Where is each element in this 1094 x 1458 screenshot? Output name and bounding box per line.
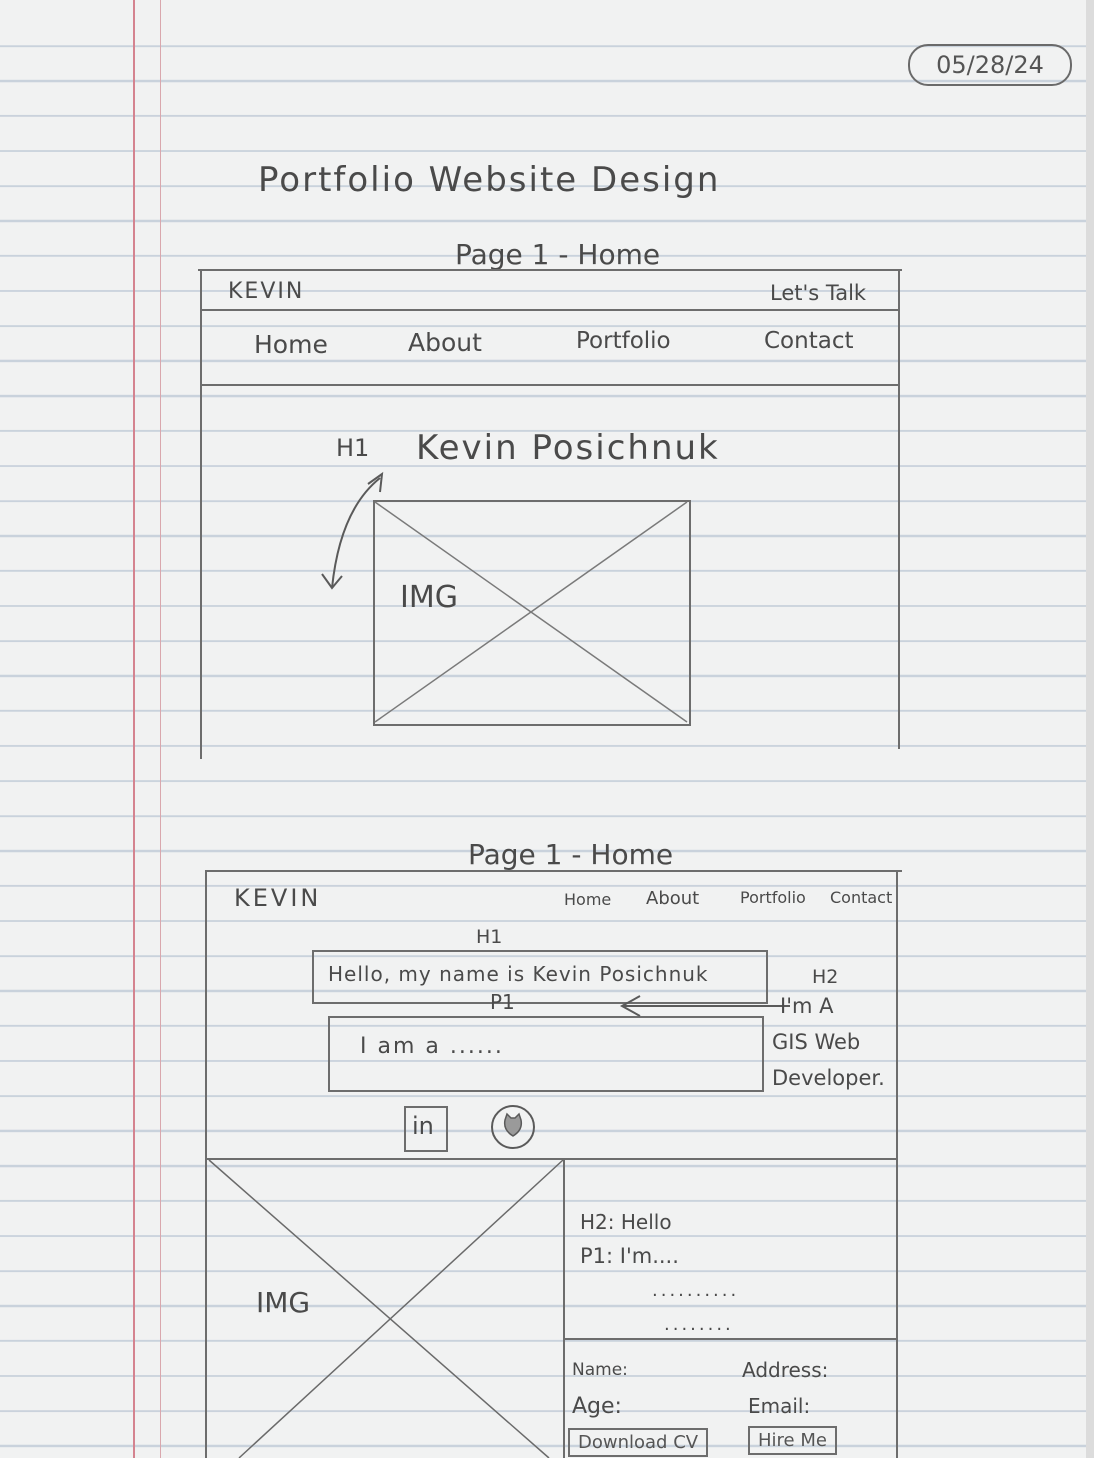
sketch2-info-name: Name: — [572, 1360, 628, 1380]
sketch1-image-placeholder — [373, 500, 691, 726]
sketch2-h2-tag: H2 — [812, 966, 839, 988]
sketch2-section-divider — [207, 1158, 898, 1160]
margin-line — [133, 0, 135, 1458]
sketch1-nav-home: Home — [254, 330, 328, 359]
sketch2-h2-line2: GIS Web — [772, 1030, 861, 1054]
sketch2-h1-text: Hello, my name is Kevin Posichnuk — [328, 962, 709, 986]
sketch2-p1-text: I am a ...... — [360, 1034, 504, 1059]
sketch1-h1-tag: H1 — [336, 434, 370, 462]
sketch1-nav-divider — [200, 384, 900, 386]
sketch2-top-border — [205, 870, 902, 872]
sketch2-h2-arrow — [619, 995, 790, 1017]
sketch2-nav-portfolio: Portfolio — [740, 888, 806, 907]
sketch2-h1-tag: H1 — [476, 926, 503, 948]
sketch2-about-h2: H2: Hello — [580, 1210, 672, 1234]
paper-edge — [1086, 0, 1094, 1458]
sketch2-h2-line1: I'm A — [780, 994, 834, 1018]
sketch1-cta: Let's Talk — [770, 281, 867, 305]
sketch-title: Portfolio Website Design — [258, 160, 721, 200]
sketch1-nav-contact: Contact — [764, 328, 854, 354]
date-stamp: 05/28/24 — [908, 44, 1072, 86]
sketch1-arrow — [321, 471, 384, 590]
github-icon — [491, 1105, 535, 1149]
sketch2-image-cross — [208, 1159, 564, 1458]
download-cv-button[interactable]: Download CV — [568, 1428, 709, 1457]
sketch2-info-age: Age: — [572, 1394, 622, 1419]
sketch1-top-border — [198, 269, 902, 271]
sketch2-p1-tag: P1 — [490, 990, 515, 1014]
sketch2-about-dots2: ........ — [664, 1314, 734, 1335]
sketch2-info-address: Address: — [742, 1358, 829, 1382]
sketch2-nav-home: Home — [564, 890, 612, 909]
sketch2-nav-about: About — [646, 888, 700, 909]
margin-line-secondary — [160, 0, 161, 1458]
sketch1-right-border — [898, 269, 900, 749]
sketch2-info-divider — [563, 1338, 898, 1340]
sketch2-right-border — [896, 870, 898, 1458]
sketch1-h1-text: Kevin Posichnuk — [416, 428, 720, 468]
sketch2-h2-line3: Developer. — [772, 1066, 885, 1090]
hire-me-button[interactable]: Hire Me — [748, 1426, 837, 1455]
sketch2-info-email: Email: — [748, 1394, 811, 1418]
sketch2-image-right-border — [563, 1158, 565, 1458]
sketch2-left-border — [205, 870, 207, 1458]
sketch1-image-label: IMG — [400, 580, 458, 615]
sketch2-image-label: IMG — [256, 1286, 311, 1319]
sketch1-header-divider — [200, 309, 900, 311]
sketch2-nav-contact: Contact — [830, 888, 893, 907]
sketch2-page-label: Page 1 - Home — [468, 838, 674, 871]
sketch1-image-cross — [374, 501, 688, 723]
sketch1-left-border — [200, 269, 202, 759]
sketch1-logo: KEVIN — [228, 279, 305, 304]
sketch1-nav-about: About — [408, 328, 482, 357]
sketch2-about-p1: P1: I'm.... — [580, 1244, 679, 1268]
sketch1-nav-portfolio: Portfolio — [576, 328, 671, 354]
linkedin-icon-label: in — [412, 1112, 434, 1140]
sketch2-about-dots1: .......... — [652, 1280, 740, 1301]
sketch2-h1-box — [312, 950, 768, 1004]
linkedin-icon: in — [404, 1106, 448, 1152]
sketch2-logo: KEVIN — [234, 884, 322, 912]
sketch2-p1-box — [328, 1016, 764, 1092]
sketch1-page-label: Page 1 - Home — [455, 238, 661, 271]
